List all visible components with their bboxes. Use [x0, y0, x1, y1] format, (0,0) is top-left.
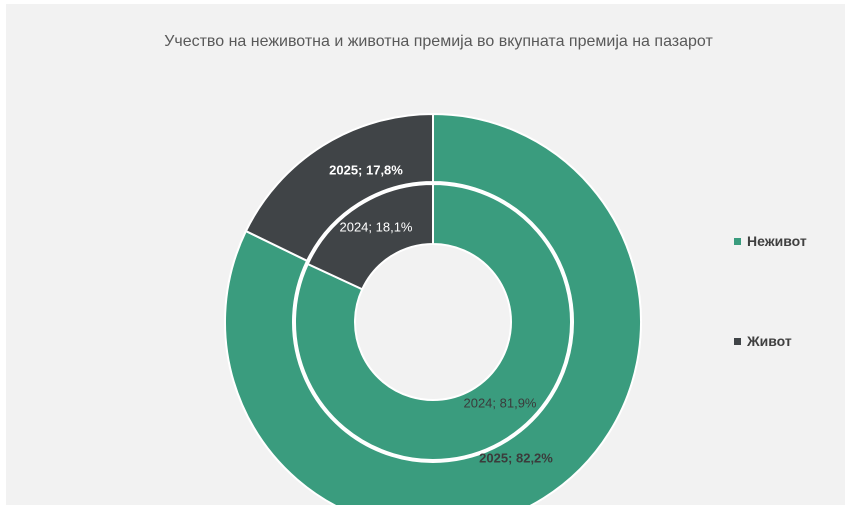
data-label-2025-nonlife: 2025; 82,2% [479, 450, 553, 465]
slice-2024-life [306, 182, 434, 291]
legend-item-nonlife: Неживот [734, 230, 807, 252]
legend-swatch-nonlife [734, 237, 741, 245]
chart-title: Учество на неживотна и животна премија в… [164, 33, 713, 50]
legend-swatch-life [734, 337, 741, 345]
data-label-2024-nonlife: 2024; 81,9% [463, 395, 536, 410]
legend: Неживот Живот [734, 230, 807, 352]
chart-area: Учество на неживотна и животна премија в… [6, 4, 845, 505]
slice-2024-nonlife [294, 182, 572, 461]
legend-item-life: Живот [734, 330, 807, 352]
slice-2025-life [244, 112, 434, 263]
legend-label-life: Живот [747, 333, 792, 349]
donut-chart: 2024; 81,9% 2024; 18,1% 2025; 82,2% 2025; 1… [224, 112, 642, 505]
data-label-2024-life: 2024; 18,1% [339, 219, 412, 234]
legend-label-nonlife: Неживот [747, 233, 807, 249]
data-label-2025-life: 2025; 17,8% [329, 162, 403, 177]
slice-2025-nonlife [224, 112, 642, 505]
